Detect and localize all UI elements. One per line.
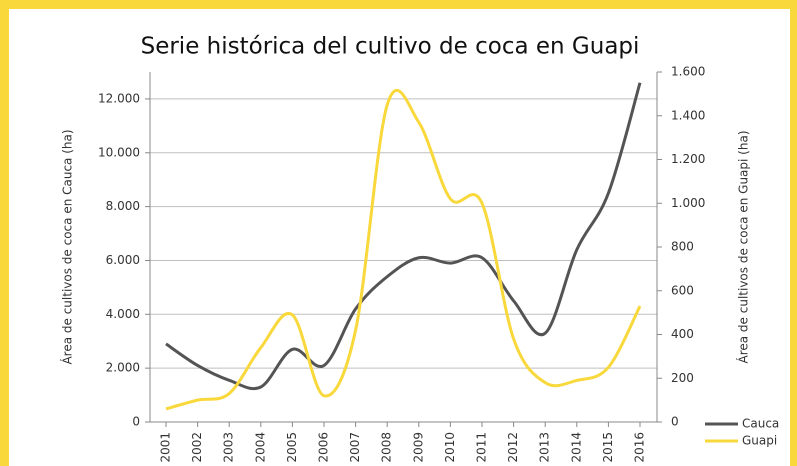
x-tick-label: 2009 [411,432,425,463]
x-tick-label: 2015 [601,432,615,463]
legend-label: Cauca [742,417,779,431]
panel [9,9,790,466]
y-tick-label: 6.000 [106,253,140,267]
y2-axis-title: Área de cultivos de coca en Guapi (ha) [736,131,751,364]
x-tick-label: 2010 [443,432,457,463]
y2-tick-label: 600 [671,283,694,297]
chart-title: Serie histórica del cultivo de coca en G… [141,34,640,60]
x-tick-label: 2012 [506,432,520,463]
x-tick-label: 2002 [190,432,204,463]
legend-label: Guapi [742,434,777,448]
y-tick-label: 0 [132,415,140,429]
y-tick-label: 10.000 [98,145,140,159]
x-tick-label: 2001 [159,432,173,463]
series-line [165,88,642,411]
x-tick-label: 2006 [317,432,331,463]
y2-tick-label: 1.000 [671,196,705,210]
y2-tick-label: 1.200 [671,152,705,166]
x-tick-label: 2011 [475,432,489,463]
y-axis-title: Área de cultivos de coca en Cauca (ha) [60,129,75,364]
y-tick-label: 4.000 [106,307,140,321]
x-tick-label: 2014 [569,432,583,463]
y-tick-label: 2.000 [106,361,140,375]
x-tick-label: 2008 [380,432,394,463]
x-tick-label: 2007 [348,432,362,463]
x-tick-label: 2016 [633,432,647,463]
series-line [165,82,642,391]
x-tick-label: 2003 [222,432,236,463]
x-tick-label: 2004 [253,432,267,463]
y2-tick-label: 200 [671,371,694,385]
x-tick-label: 2013 [538,432,552,463]
y2-tick-label: 1.400 [671,108,705,122]
y-tick-label: 8.000 [106,199,140,213]
y2-tick-label: 0 [671,415,679,429]
x-tick-label: 2005 [285,432,299,463]
y2-tick-label: 800 [671,240,694,254]
y2-tick-label: 1.600 [671,65,705,79]
y2-tick-label: 400 [671,327,694,341]
y-tick-label: 12.000 [98,91,140,105]
